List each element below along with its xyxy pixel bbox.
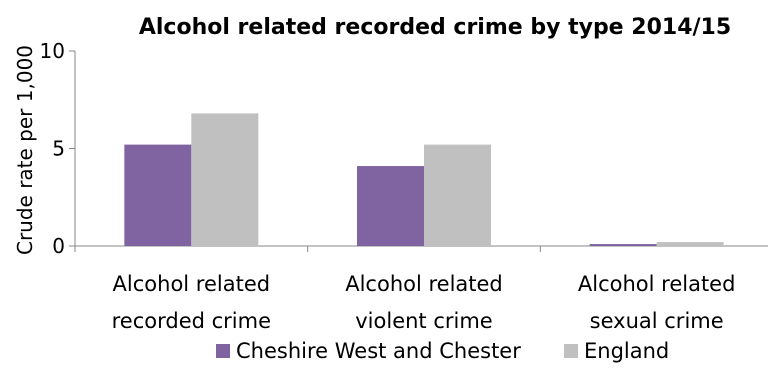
x-category-label: Alcohol related (113, 272, 271, 296)
bar-england (424, 144, 491, 246)
y-axis-title: Crude rate per 1,000 (13, 45, 37, 255)
bar-cheshire-west-and-chester (589, 244, 657, 246)
legend-swatch (216, 344, 230, 358)
legend-label: England (584, 339, 669, 363)
chart-marks: 0 5 10 Alcohol related recorded crime Alcohol… (40, 39, 736, 333)
x-category-label: recorded crime (112, 309, 271, 333)
x-category-label: violent crime (355, 309, 492, 333)
x-category-label: Alcohol related (345, 272, 503, 296)
legend-swatch (564, 344, 578, 358)
x-category-label: Alcohol related (578, 272, 736, 296)
bar-england (656, 242, 724, 246)
x-category-label: sexual crime (590, 309, 724, 333)
bar-cheshire-west-and-chester (357, 166, 424, 246)
bar-cheshire-west-and-chester (124, 144, 192, 246)
y-tick-label: 10 (40, 39, 65, 63)
y-tick-label: 5 (52, 137, 65, 161)
y-tick-label: 0 (52, 234, 65, 258)
bar-england (191, 113, 259, 247)
legend-label: Cheshire West and Chester (236, 339, 521, 363)
legend: Cheshire West and Chester England (216, 339, 669, 363)
chart-title: Alcohol related recorded crime by type 2… (139, 15, 731, 40)
